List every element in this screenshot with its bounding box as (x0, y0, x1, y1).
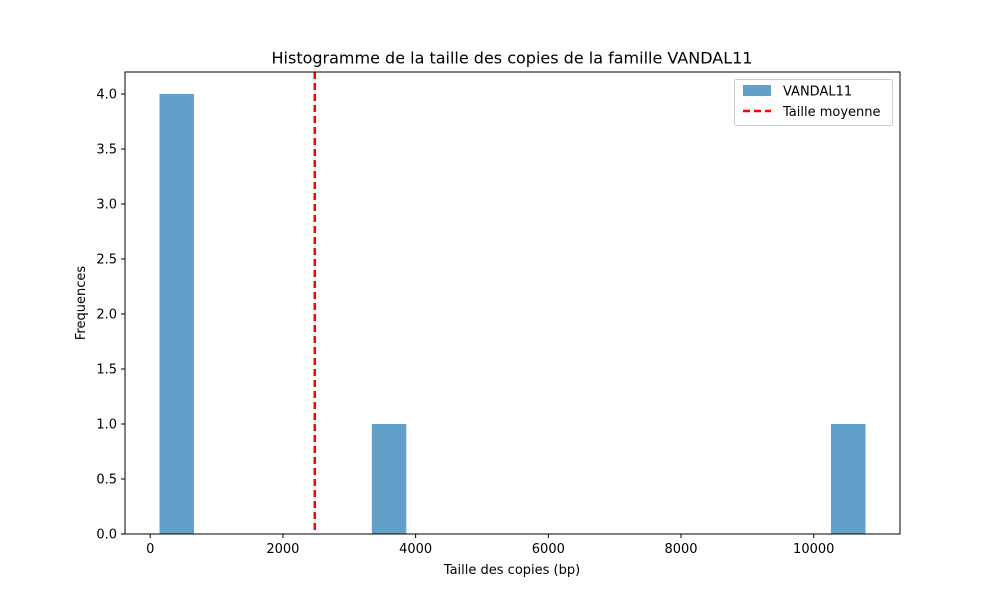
chart-title: Histogramme de la taille des copies de l… (272, 49, 753, 68)
legend: VANDAL11 Taille moyenne (734, 79, 893, 126)
histogram-bar-2 (830, 424, 866, 534)
y-tick-label: 4.0 (96, 88, 117, 103)
bars-group (159, 94, 866, 534)
legend-label-vandal11: VANDAL11 (783, 85, 852, 100)
x-tick-label: 8000 (664, 542, 697, 557)
plot-frame (124, 71, 901, 535)
y-axis-ticks: 0.0 0.5 1.0 1.5 2.0 2.5 3.0 3.5 4.0 (96, 88, 125, 543)
x-axis-ticks: 0 2000 4000 6000 8000 10000 (146, 534, 834, 557)
x-axis-label: Taille des copies (bp) (443, 563, 580, 578)
x-tick-label: 6000 (532, 542, 565, 557)
x-tick-label: 0 (146, 542, 154, 557)
y-tick-label: 2.5 (96, 253, 117, 268)
y-tick-label: 2.0 (96, 308, 117, 323)
legend-swatch-vandal11 (743, 85, 771, 96)
legend-box (734, 79, 893, 126)
y-axis-label: Frequences (74, 266, 89, 340)
histogram-bar-1 (371, 424, 407, 534)
y-tick-label: 3.0 (96, 198, 117, 213)
y-tick-label: 0.0 (96, 528, 117, 543)
x-tick-label: 10000 (793, 542, 834, 557)
x-tick-label: 4000 (399, 542, 432, 557)
y-tick-label: 1.0 (96, 418, 117, 433)
legend-label-mean: Taille moyenne (782, 105, 881, 120)
x-tick-label: 2000 (266, 542, 299, 557)
histogram-bar-0 (159, 94, 195, 534)
y-tick-label: 0.5 (96, 473, 117, 488)
y-tick-label: 1.5 (96, 363, 117, 378)
y-tick-label: 3.5 (96, 143, 117, 158)
